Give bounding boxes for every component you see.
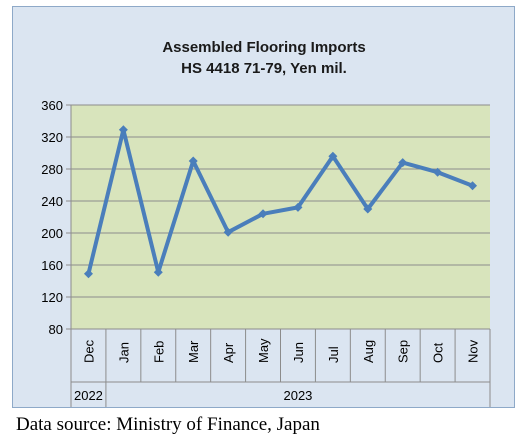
y-tick-label: 200 <box>41 226 63 241</box>
chart-frame: Assembled Flooring Imports HS 4418 71-79… <box>12 6 515 408</box>
x-tick-label: Jul <box>326 346 341 363</box>
x-tick-label: Oct <box>431 342 446 363</box>
x-tick-label: May <box>256 338 271 363</box>
data-point <box>433 167 443 177</box>
data-point <box>468 181 478 191</box>
data-point <box>293 202 303 212</box>
y-tick-label: 240 <box>41 194 63 209</box>
chart-title: Assembled Flooring Imports <box>162 39 365 56</box>
gridlines <box>66 104 490 330</box>
x-tick-label: Aug <box>361 340 376 363</box>
x-tick-label: Nov <box>466 339 481 363</box>
data-point <box>328 151 338 161</box>
data-point <box>223 227 233 237</box>
data-point <box>118 125 128 135</box>
y-tick-label: 160 <box>41 258 63 273</box>
x-tick-label: Dec <box>81 339 96 363</box>
source-note: Data source: Ministry of Finance, Japan <box>16 414 320 435</box>
data-point <box>398 158 408 168</box>
year-label: 2022 <box>74 388 103 403</box>
x-axis: Dec Jan Feb Mar Apr May Jun Jul Aug Sep Oct Nov 2022… <box>70 329 491 407</box>
y-tick-label: 120 <box>41 290 63 305</box>
y-tick-label: 280 <box>41 162 63 177</box>
data-point <box>153 267 163 277</box>
y-axis: 80 120 160 200 240 280 320 360 <box>41 98 72 337</box>
line-chart: Assembled Flooring Imports HS 4418 71-79… <box>41 39 491 407</box>
x-tick-label: Mar <box>186 340 201 363</box>
x-tick-label: Apr <box>221 342 236 363</box>
data-point <box>363 204 373 214</box>
y-tick-label: 320 <box>41 130 63 145</box>
x-tick-label: Sep <box>396 340 411 363</box>
chart-subtitle: HS 4418 71-79, Yen mil. <box>181 60 347 77</box>
x-tick-label: Jan <box>116 342 131 363</box>
series-line <box>86 127 474 275</box>
series-imports <box>83 125 478 279</box>
plot-area <box>71 105 490 329</box>
data-point <box>258 209 268 219</box>
x-tick-label: Jun <box>291 342 306 363</box>
data-point <box>188 156 198 166</box>
year-label: 2023 <box>283 388 312 403</box>
y-tick-label: 80 <box>49 322 63 337</box>
y-tick-label: 360 <box>41 98 63 113</box>
data-point <box>83 269 93 279</box>
x-tick-label: Feb <box>151 341 166 363</box>
